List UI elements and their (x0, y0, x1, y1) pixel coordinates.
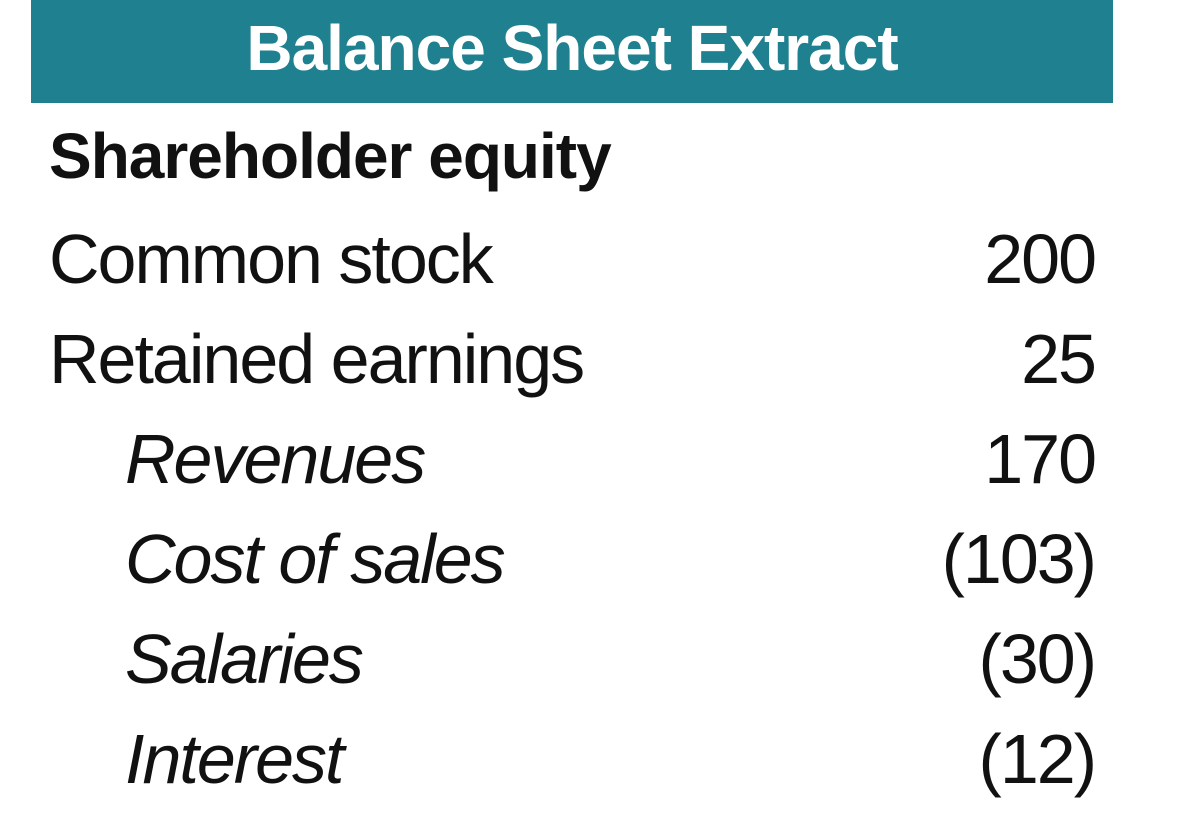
row-label: Common stock (49, 220, 494, 298)
row-value: 170 (984, 420, 1097, 498)
row-value: (12) (978, 720, 1097, 798)
row-label: Retained earnings (49, 320, 585, 398)
row-value: 200 (984, 220, 1097, 298)
row-label: Salaries (125, 620, 364, 698)
table-row-interest: Interest (12) (31, 709, 1113, 809)
row-value: 25 (1021, 320, 1097, 398)
table-row-revenues: Revenues 170 (31, 409, 1113, 509)
section-title: Shareholder equity (49, 120, 612, 192)
row-label: Revenues (125, 420, 426, 498)
table-row-common-stock: Common stock 200 (31, 209, 1113, 309)
table-row-salaries: Salaries (30) (31, 609, 1113, 709)
row-value: (30) (978, 620, 1097, 698)
table-row-cost-of-sales: Cost of sales (103) (31, 509, 1113, 609)
balance-sheet-extract: Balance Sheet Extract Shareholder equity… (31, 0, 1113, 809)
table-row-retained-earnings: Retained earnings 25 (31, 309, 1113, 409)
row-value: (103) (941, 520, 1097, 598)
row-label: Cost of sales (125, 520, 506, 598)
row-label: Interest (125, 720, 344, 798)
table-header: Balance Sheet Extract (31, 0, 1113, 103)
